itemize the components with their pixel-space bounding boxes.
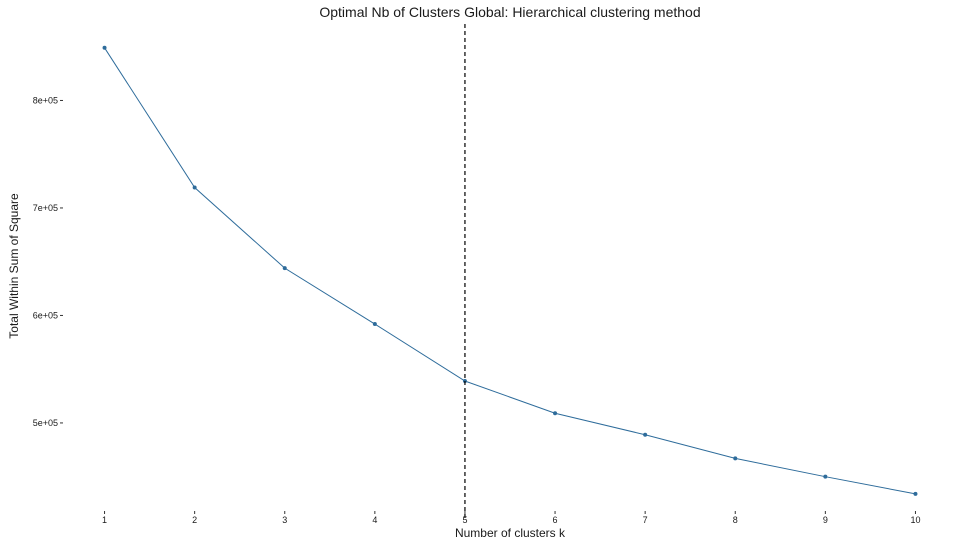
x-tick-label-8: 9 [823,515,828,525]
data-point-8 [733,456,738,461]
series-line-0 [104,47,916,495]
data-point-4 [372,322,377,327]
x-axis: 1 2 3 4 5 6 7 8 9 10 [102,511,920,525]
x-tick-label-5: 6 [553,515,558,525]
data-point-6 [553,411,558,416]
x-tick-label-7: 8 [733,515,738,525]
y-axis-title: Total Within Sum of Square [7,193,21,339]
x-axis-title: Number of clusters k [455,526,566,540]
y-tick-label-0: 5e+05 [33,418,58,428]
x-tick-label-0: 1 [102,515,107,525]
data-point-7 [643,432,648,437]
plot-area [102,24,918,520]
x-tick-label-1: 2 [192,515,197,525]
y-tick-label-2: 7e+05 [33,203,58,213]
data-point-1 [102,45,107,50]
y-axis: 5e+05 6e+05 7e+05 8e+05 [33,95,63,428]
x-tick-label-4: 5 [462,515,467,525]
x-tick-label-9: 10 [910,515,920,525]
data-point-2 [192,185,197,190]
data-point-9 [823,474,828,479]
y-tick-label-1: 6e+05 [33,310,58,320]
x-tick-label-2: 3 [282,515,287,525]
x-tick-label-3: 4 [372,515,377,525]
x-tick-label-6: 7 [643,515,648,525]
y-tick-label-3: 8e+05 [33,95,58,105]
chart-title: Optimal Nb of Clusters Global: Hierarchi… [319,4,700,20]
data-point-3 [282,266,287,271]
data-point-10 [913,491,918,496]
